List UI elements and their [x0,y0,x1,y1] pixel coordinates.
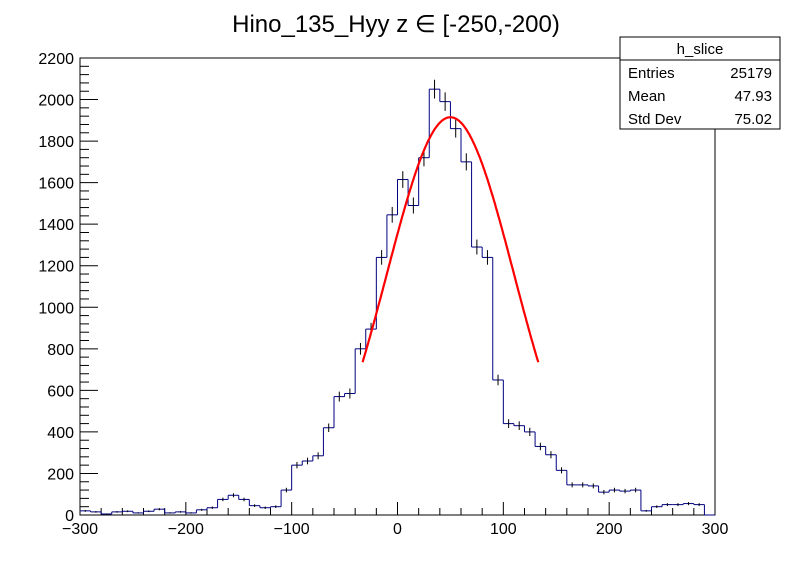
y-tick-label: 400 [47,425,74,442]
x-tick-label: −100 [274,521,310,538]
x-tick-label: 100 [490,521,517,538]
x-axis: −300 −200 −100 0 100 200 300 [62,502,728,538]
x-tick-label: 300 [702,521,729,538]
stats-mean-value: 47.93 [734,88,772,105]
y-tick-label: 1200 [38,259,74,276]
y-tick-label: 200 [47,466,74,483]
stats-box-frame [619,36,781,130]
y-tick-label: 1600 [38,176,74,193]
gaussian-fit-curve [361,116,540,363]
x-tick-label: 0 [393,521,402,538]
stats-stddev-value: 75.02 [734,111,772,128]
stats-box-title: h_slice [677,41,724,58]
y-tick-label: 1800 [38,134,74,151]
y-tick-label: 600 [47,383,74,400]
stats-mean-label: Mean [628,88,666,105]
stats-entries-value: 25179 [730,65,772,82]
x-tick-label: −300 [62,521,98,538]
x-tick-label: −200 [168,521,204,538]
error-bars [84,79,700,515]
y-tick-label: 1000 [38,300,74,317]
y-tick-label: 0 [65,508,74,525]
y-tick-label: 2200 [38,51,74,68]
y-tick-label: 800 [47,342,74,359]
y-axis: 0 200 400 600 800 1000 1200 1400 1600 1800 2000 220… [38,51,98,525]
y-tick-label: 1400 [38,217,74,234]
stats-box: h_slice Entries 25179 Mean 47.93 Std Dev… [619,36,781,130]
stats-stddev-label: Std Dev [628,111,682,128]
stats-entries-label: Entries [628,65,675,82]
x-tick-label: 200 [596,521,623,538]
gaussian-fit-series [361,116,540,363]
y-tick-label: 2000 [38,93,74,110]
chart-title: Hino_135_Hyy z ∈ [-250,-200) [232,11,560,38]
